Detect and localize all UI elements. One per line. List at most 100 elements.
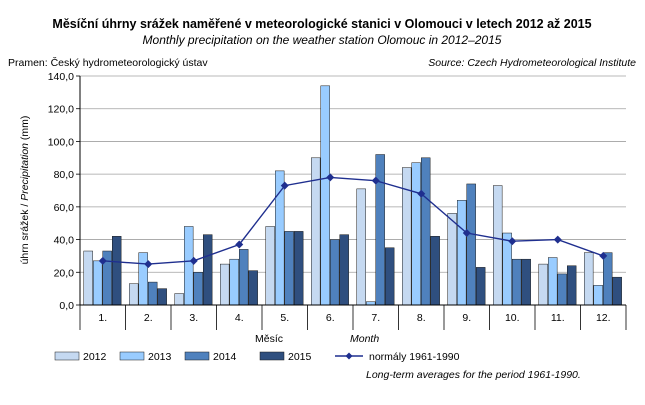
bar-2015-1 bbox=[112, 236, 122, 306]
bar-2013-10 bbox=[502, 232, 512, 306]
axes bbox=[79, 76, 627, 330]
y-axis-ticks: 0,0 20,0 40,0 60,0 80,0 100,0 120,0 140,0 bbox=[48, 71, 80, 312]
y-axis-label: úhrn srážek / Precipitation (mm) bbox=[19, 116, 31, 265]
x-tick-label: 12. bbox=[596, 312, 611, 324]
legend-label-normals: normály 1961-1990 bbox=[369, 351, 460, 363]
bar-2012-7 bbox=[356, 188, 366, 306]
bar-2014-12 bbox=[603, 252, 613, 306]
normal-point-7 bbox=[371, 176, 380, 185]
y-tick-label: 40,0 bbox=[54, 235, 75, 247]
bar-2014-7 bbox=[375, 154, 385, 306]
source-left: Pramen: Český hydrometeorologický ústav bbox=[8, 56, 208, 69]
bar-2014-4 bbox=[239, 249, 249, 306]
legend-swatch-2014 bbox=[184, 351, 210, 361]
x-tick-label: 10. bbox=[505, 312, 520, 324]
bar-2012-11 bbox=[538, 263, 548, 306]
x-axis-ticks: 1. 2. 3. 4. 5. 6. 7. 8. 9. 10. 11. 12. bbox=[98, 312, 610, 324]
bar-2013-4 bbox=[229, 258, 239, 306]
chart-subtitle: Monthly precipitation on the weather sta… bbox=[143, 33, 502, 47]
x-tick-label: 2. bbox=[144, 312, 153, 324]
bar-2012-2 bbox=[129, 283, 139, 306]
normal-point-9 bbox=[462, 229, 471, 238]
legend-swatch-2015 bbox=[259, 351, 285, 361]
bar-2015-11 bbox=[567, 265, 577, 306]
normal-point-8 bbox=[417, 189, 426, 198]
bar-2015-10 bbox=[521, 258, 531, 306]
bar-2013-2 bbox=[138, 252, 148, 306]
y-tick-label: 60,0 bbox=[54, 202, 75, 214]
x-tick-label: 1. bbox=[98, 312, 107, 324]
legend: 2012 2013 2014 2015 normály 1961-1990 Long-te… bbox=[54, 351, 581, 381]
legend-swatch-2013 bbox=[119, 351, 145, 361]
legend-label-2014: 2014 bbox=[213, 351, 237, 363]
bar-2015-4 bbox=[248, 270, 258, 306]
legend-note-normals: Long-term averages for the period 1961-1… bbox=[366, 369, 581, 381]
bar-2014-2 bbox=[148, 281, 158, 306]
bar-2015-8 bbox=[430, 236, 440, 306]
y-tick-label: 0,0 bbox=[59, 300, 74, 312]
bar-2015-12 bbox=[612, 276, 622, 306]
normal-point-4 bbox=[235, 240, 244, 249]
normal-point-2 bbox=[144, 260, 153, 269]
normal-point-12 bbox=[599, 251, 608, 260]
bar-2015-7 bbox=[385, 247, 395, 306]
legend-label-2013: 2013 bbox=[148, 351, 172, 363]
y-tick-label: 120,0 bbox=[48, 104, 74, 116]
bar-2013-11 bbox=[548, 257, 558, 306]
x-tick-label: 3. bbox=[189, 312, 198, 324]
source-right: Source: Czech Hydrometeorological Instit… bbox=[428, 57, 636, 69]
bar-2012-9 bbox=[447, 213, 457, 306]
bar-2014-8 bbox=[421, 157, 431, 306]
bar-2015-3 bbox=[203, 234, 213, 306]
bar-2015-5 bbox=[294, 231, 304, 306]
x-tick-label: 6. bbox=[326, 312, 335, 324]
y-tick-label: 100,0 bbox=[48, 136, 74, 148]
legend-marker-normals bbox=[345, 352, 353, 360]
bar-2012-3 bbox=[174, 293, 184, 306]
x-tick-label: 7. bbox=[371, 312, 380, 324]
bar-2014-6 bbox=[330, 239, 340, 306]
legend-label-2015: 2015 bbox=[288, 351, 312, 363]
y-tick-label: 20,0 bbox=[54, 267, 75, 279]
bar-2012-1 bbox=[83, 250, 93, 306]
y-tick-label: 140,0 bbox=[48, 71, 74, 83]
bar-2014-9 bbox=[466, 183, 476, 306]
chart-title: Měsíční úhrny srážek naměřené v meteorol… bbox=[52, 17, 591, 31]
bar-2014-5 bbox=[284, 231, 294, 306]
x-tick-label: 8. bbox=[417, 312, 426, 324]
bar-2013-8 bbox=[411, 162, 421, 306]
bar-2013-1 bbox=[93, 260, 103, 306]
normal-point-10 bbox=[508, 237, 517, 246]
bar-2014-10 bbox=[512, 258, 522, 306]
x-tick-label: 5. bbox=[280, 312, 289, 324]
bar-2012-4 bbox=[220, 263, 230, 306]
bars bbox=[83, 85, 622, 306]
y-tick-label: 80,0 bbox=[54, 169, 75, 181]
bar-2012-5 bbox=[265, 226, 275, 306]
x-tick-label: 4. bbox=[235, 312, 244, 324]
normal-point-3 bbox=[189, 256, 198, 265]
x-tick-label: 9. bbox=[462, 312, 471, 324]
normals-line bbox=[98, 173, 608, 269]
x-axis-label-en: Month bbox=[350, 333, 379, 345]
bar-2012-10 bbox=[493, 185, 503, 306]
normal-point-1 bbox=[98, 256, 107, 265]
bar-2013-12 bbox=[593, 285, 603, 306]
normal-point-11 bbox=[553, 235, 562, 244]
bar-2015-6 bbox=[339, 234, 349, 306]
bar-2013-3 bbox=[184, 226, 194, 306]
bar-2014-11 bbox=[557, 273, 567, 306]
legend-swatch-2012 bbox=[54, 351, 80, 361]
gridlines bbox=[80, 75, 626, 306]
normal-point-5 bbox=[280, 181, 289, 190]
legend-label-2012: 2012 bbox=[83, 351, 107, 363]
x-axis-label-cz: Měsíc bbox=[255, 333, 283, 345]
normal-point-6 bbox=[326, 173, 335, 182]
x-tick-label: 11. bbox=[551, 312, 565, 324]
bar-2015-9 bbox=[476, 267, 486, 306]
bar-2013-9 bbox=[457, 200, 467, 306]
bar-2014-3 bbox=[193, 272, 203, 306]
bar-2012-12 bbox=[584, 252, 594, 306]
bar-2013-6 bbox=[320, 85, 330, 306]
